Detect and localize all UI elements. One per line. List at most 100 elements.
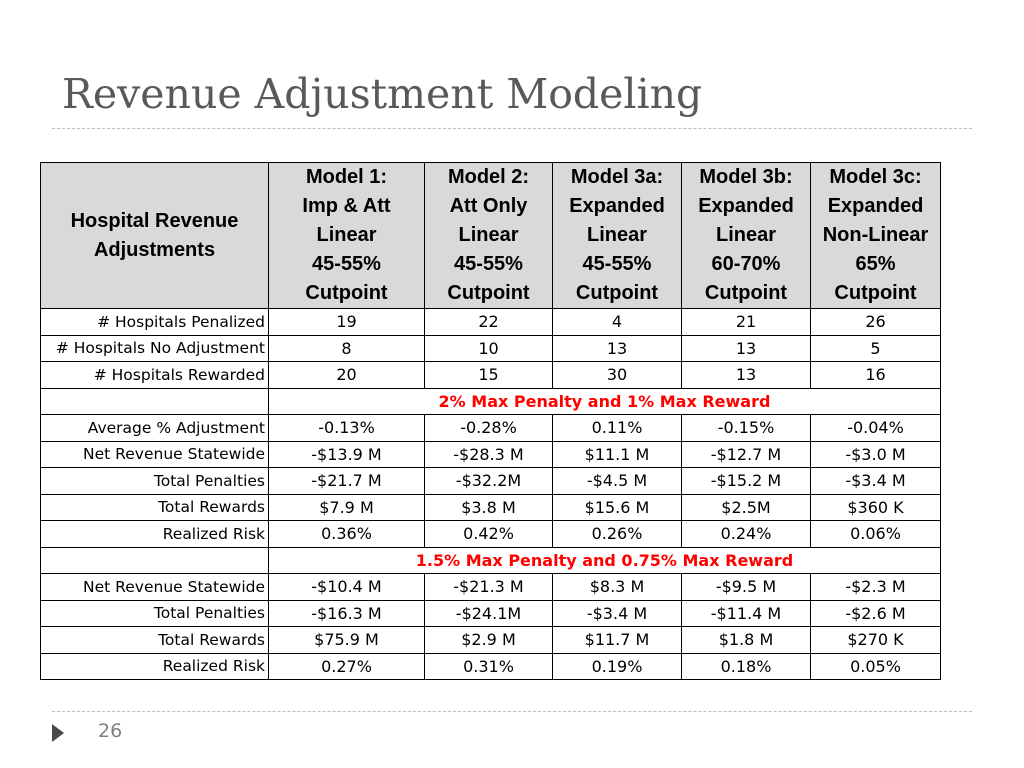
model-header-line: Cutpoint [704, 282, 788, 304]
model-header-line: Model 2: [447, 166, 530, 188]
model-header-line: 45-55% [582, 253, 652, 275]
section-title: 1.5% Max Penalty and 0.75% Max Reward [268, 546, 941, 574]
table-cell: $15.6 M [552, 493, 682, 521]
table-cell: -$21.7 M [268, 467, 425, 495]
page-number: 26 [98, 720, 123, 742]
table-cell: 20 [268, 361, 425, 389]
table-cell: 0.11% [552, 414, 682, 442]
table-cell: 22 [424, 308, 553, 336]
model-header-line: Att Only [449, 195, 528, 217]
table-cell: 30 [552, 361, 682, 389]
table-cell: 0.06% [810, 520, 941, 548]
table-cell: $75.9 M [268, 626, 425, 654]
table-cell: -0.15% [681, 414, 811, 442]
model-header-line: Linear [586, 224, 648, 246]
table-row: Average % Adjustment -0.13% -0.28% 0.11% -0.… [40, 414, 941, 442]
row-label: Total Rewards [40, 493, 269, 521]
table-cell: 0.26% [552, 520, 682, 548]
model-header-2: Model 2: Att Only Linear 45-55% Cutpoint [424, 162, 553, 309]
footer-divider [52, 711, 972, 712]
table-header-row: Hospital Revenue Adjustments Model 1: Im… [40, 162, 941, 309]
table-cell: 0.31% [424, 652, 553, 680]
table-cell: $11.1 M [552, 440, 682, 468]
table-cell: 0.24% [681, 520, 811, 548]
row-label: Total Penalties [40, 467, 269, 495]
section-label-cell [40, 546, 269, 574]
table-cell: $11.7 M [552, 626, 682, 654]
table-row: Realized Risk 0.27% 0.31% 0.19% 0.18% 0.05% [40, 652, 941, 680]
table-row: Realized Risk 0.36% 0.42% 0.26% 0.24% 0.06% [40, 520, 941, 548]
table-cell: 13 [681, 361, 811, 389]
table-cell: 0.18% [681, 652, 811, 680]
table-cell: -0.28% [424, 414, 553, 442]
slide-title: Revenue Adjustment Modeling [62, 70, 703, 118]
model-header-line: 65% [855, 253, 896, 275]
model-header-line: 45-55% [454, 253, 523, 275]
model-header-1: Model 1: Imp & Att Linear 45-55% Cutpoin… [268, 162, 425, 309]
table-cell: $270 K [810, 626, 941, 654]
model-header-line: Model 3a: [570, 166, 664, 188]
table-cell: $8.3 M [552, 573, 682, 601]
table-row: # Hospitals No Adjustment 8 10 13 13 5 [40, 334, 941, 362]
table-cell: $7.9 M [268, 493, 425, 521]
row-label: Total Rewards [40, 626, 269, 654]
table-cell: -$9.5 M [681, 573, 811, 601]
table-cell: $3.8 M [424, 493, 553, 521]
model-header-line: Linear [316, 224, 377, 246]
revenue-adjustment-table: Hospital Revenue Adjustments Model 1: Im… [40, 162, 941, 680]
table-row: # Hospitals Rewarded 20 15 30 13 16 [40, 361, 941, 389]
model-header-line: Cutpoint [447, 282, 530, 304]
row-label: Average % Adjustment [40, 414, 269, 442]
table-row: Total Penalties -$16.3 M -$24.1M -$3.4 M -$1… [40, 599, 941, 627]
model-header-line: Expanded [698, 195, 794, 217]
table-cell: 0.27% [268, 652, 425, 680]
table-cell: $1.8 M [681, 626, 811, 654]
table-cell: 0.19% [552, 652, 682, 680]
table-cell: -$2.6 M [810, 599, 941, 627]
model-header-line: Imp & Att [302, 195, 391, 217]
row-label: Net Revenue Statewide [40, 573, 269, 601]
table-cell: 8 [268, 334, 425, 362]
model-header-line: Cutpoint [834, 282, 917, 304]
model-header-line: Model 1: [305, 166, 388, 188]
model-header-3a: Model 3a: Expanded Linear 45-55% Cutpoin… [552, 162, 682, 309]
table-row: # Hospitals Penalized 19 22 4 21 26 [40, 308, 941, 336]
row-label: Net Revenue Statewide [40, 440, 269, 468]
model-header-line: Non-Linear [822, 224, 929, 246]
section-header-row: 2% Max Penalty and 1% Max Reward [40, 387, 941, 415]
table-cell: -$32.2M [424, 467, 553, 495]
table-cell: -$24.1M [424, 599, 553, 627]
table-cell: -$2.3 M [810, 573, 941, 601]
table-cell: -$4.5 M [552, 467, 682, 495]
table-cell: -$3.0 M [810, 440, 941, 468]
section-label-cell [40, 387, 269, 415]
model-header-line: Model 3b: [699, 166, 793, 188]
model-header-line: Cutpoint [575, 282, 659, 304]
table-cell: $2.5M [681, 493, 811, 521]
corner-header: Hospital Revenue Adjustments [40, 162, 269, 309]
model-header-line: Expanded [827, 195, 924, 217]
table-cell: 5 [810, 334, 941, 362]
table-row: Net Revenue Statewide -$10.4 M -$21.3 M $8.… [40, 573, 941, 601]
table-cell: -0.13% [268, 414, 425, 442]
model-header-3c: Model 3c: Expanded Non-Linear 65% Cutpoi… [810, 162, 941, 309]
table-cell: 19 [268, 308, 425, 336]
model-header-line: Model 3c: [829, 166, 922, 188]
table-cell: 0.36% [268, 520, 425, 548]
table-row: Total Rewards $75.9 M $2.9 M $11.7 M $1.8 M $… [40, 626, 941, 654]
table-cell: 13 [552, 334, 682, 362]
row-label: Total Penalties [40, 599, 269, 627]
table-row: Total Rewards $7.9 M $3.8 M $15.6 M $2.5M $36… [40, 493, 941, 521]
table-cell: -$10.4 M [268, 573, 425, 601]
model-header-line: 60-70% [711, 253, 781, 275]
model-header-line: Cutpoint [305, 282, 388, 304]
model-header-line: Linear [458, 224, 519, 246]
row-label: # Hospitals Penalized [40, 308, 269, 336]
table-cell: -$15.2 M [681, 467, 811, 495]
table-cell: -$13.9 M [268, 440, 425, 468]
triangle-bullet-icon [52, 724, 64, 742]
table-cell: 16 [810, 361, 941, 389]
table-cell: -$28.3 M [424, 440, 553, 468]
table-cell: 13 [681, 334, 811, 362]
table-cell: -0.04% [810, 414, 941, 442]
